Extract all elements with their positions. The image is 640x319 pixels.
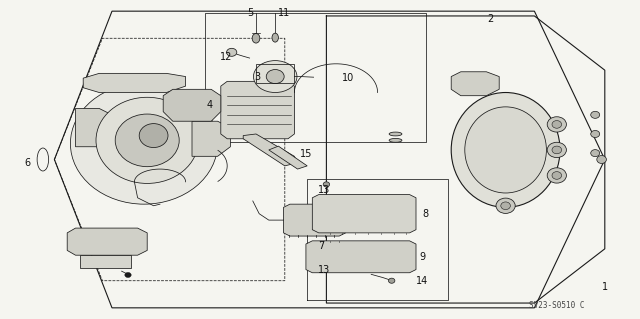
Ellipse shape (272, 33, 278, 42)
Text: 7: 7 (318, 241, 324, 251)
Text: SV23-S0510 C: SV23-S0510 C (529, 301, 584, 310)
Ellipse shape (125, 272, 131, 278)
Text: 14: 14 (416, 276, 428, 286)
Text: 13: 13 (318, 264, 330, 275)
Ellipse shape (96, 97, 198, 183)
Ellipse shape (547, 117, 566, 132)
Ellipse shape (591, 150, 600, 157)
Ellipse shape (596, 155, 606, 164)
Polygon shape (306, 241, 416, 273)
Ellipse shape (252, 33, 260, 43)
Polygon shape (243, 134, 298, 166)
Polygon shape (451, 72, 499, 96)
Text: 13: 13 (318, 185, 330, 195)
Polygon shape (163, 89, 221, 121)
Text: 1: 1 (602, 282, 608, 292)
Text: 8: 8 (422, 209, 429, 219)
Ellipse shape (389, 138, 402, 142)
Text: 12: 12 (220, 52, 232, 62)
Text: 2: 2 (488, 14, 494, 24)
Text: 15: 15 (300, 149, 312, 159)
Polygon shape (312, 195, 416, 233)
Polygon shape (284, 204, 346, 236)
Polygon shape (67, 228, 147, 255)
Text: 9: 9 (419, 252, 426, 262)
Ellipse shape (388, 278, 395, 283)
Ellipse shape (552, 146, 562, 154)
Ellipse shape (266, 70, 284, 84)
Polygon shape (192, 121, 230, 156)
Polygon shape (83, 73, 186, 93)
Ellipse shape (451, 93, 560, 207)
Ellipse shape (591, 130, 600, 137)
Ellipse shape (323, 182, 330, 187)
Text: 3: 3 (255, 72, 261, 82)
Ellipse shape (547, 142, 566, 158)
Text: 5: 5 (248, 8, 254, 19)
Polygon shape (80, 255, 131, 268)
Text: 4: 4 (207, 100, 213, 110)
Text: 10: 10 (342, 73, 355, 84)
Ellipse shape (115, 114, 179, 167)
Ellipse shape (389, 132, 402, 136)
Ellipse shape (253, 61, 297, 93)
Ellipse shape (547, 168, 566, 183)
Text: 6: 6 (24, 158, 31, 168)
Ellipse shape (465, 107, 547, 193)
Ellipse shape (552, 172, 562, 179)
Polygon shape (269, 146, 307, 169)
Ellipse shape (70, 83, 218, 204)
Ellipse shape (591, 111, 600, 118)
Ellipse shape (496, 198, 515, 213)
Ellipse shape (227, 48, 237, 56)
Polygon shape (221, 81, 294, 139)
Ellipse shape (552, 121, 562, 128)
Ellipse shape (140, 124, 168, 148)
Polygon shape (76, 108, 112, 147)
Text: 11: 11 (278, 8, 291, 19)
Ellipse shape (500, 202, 511, 210)
